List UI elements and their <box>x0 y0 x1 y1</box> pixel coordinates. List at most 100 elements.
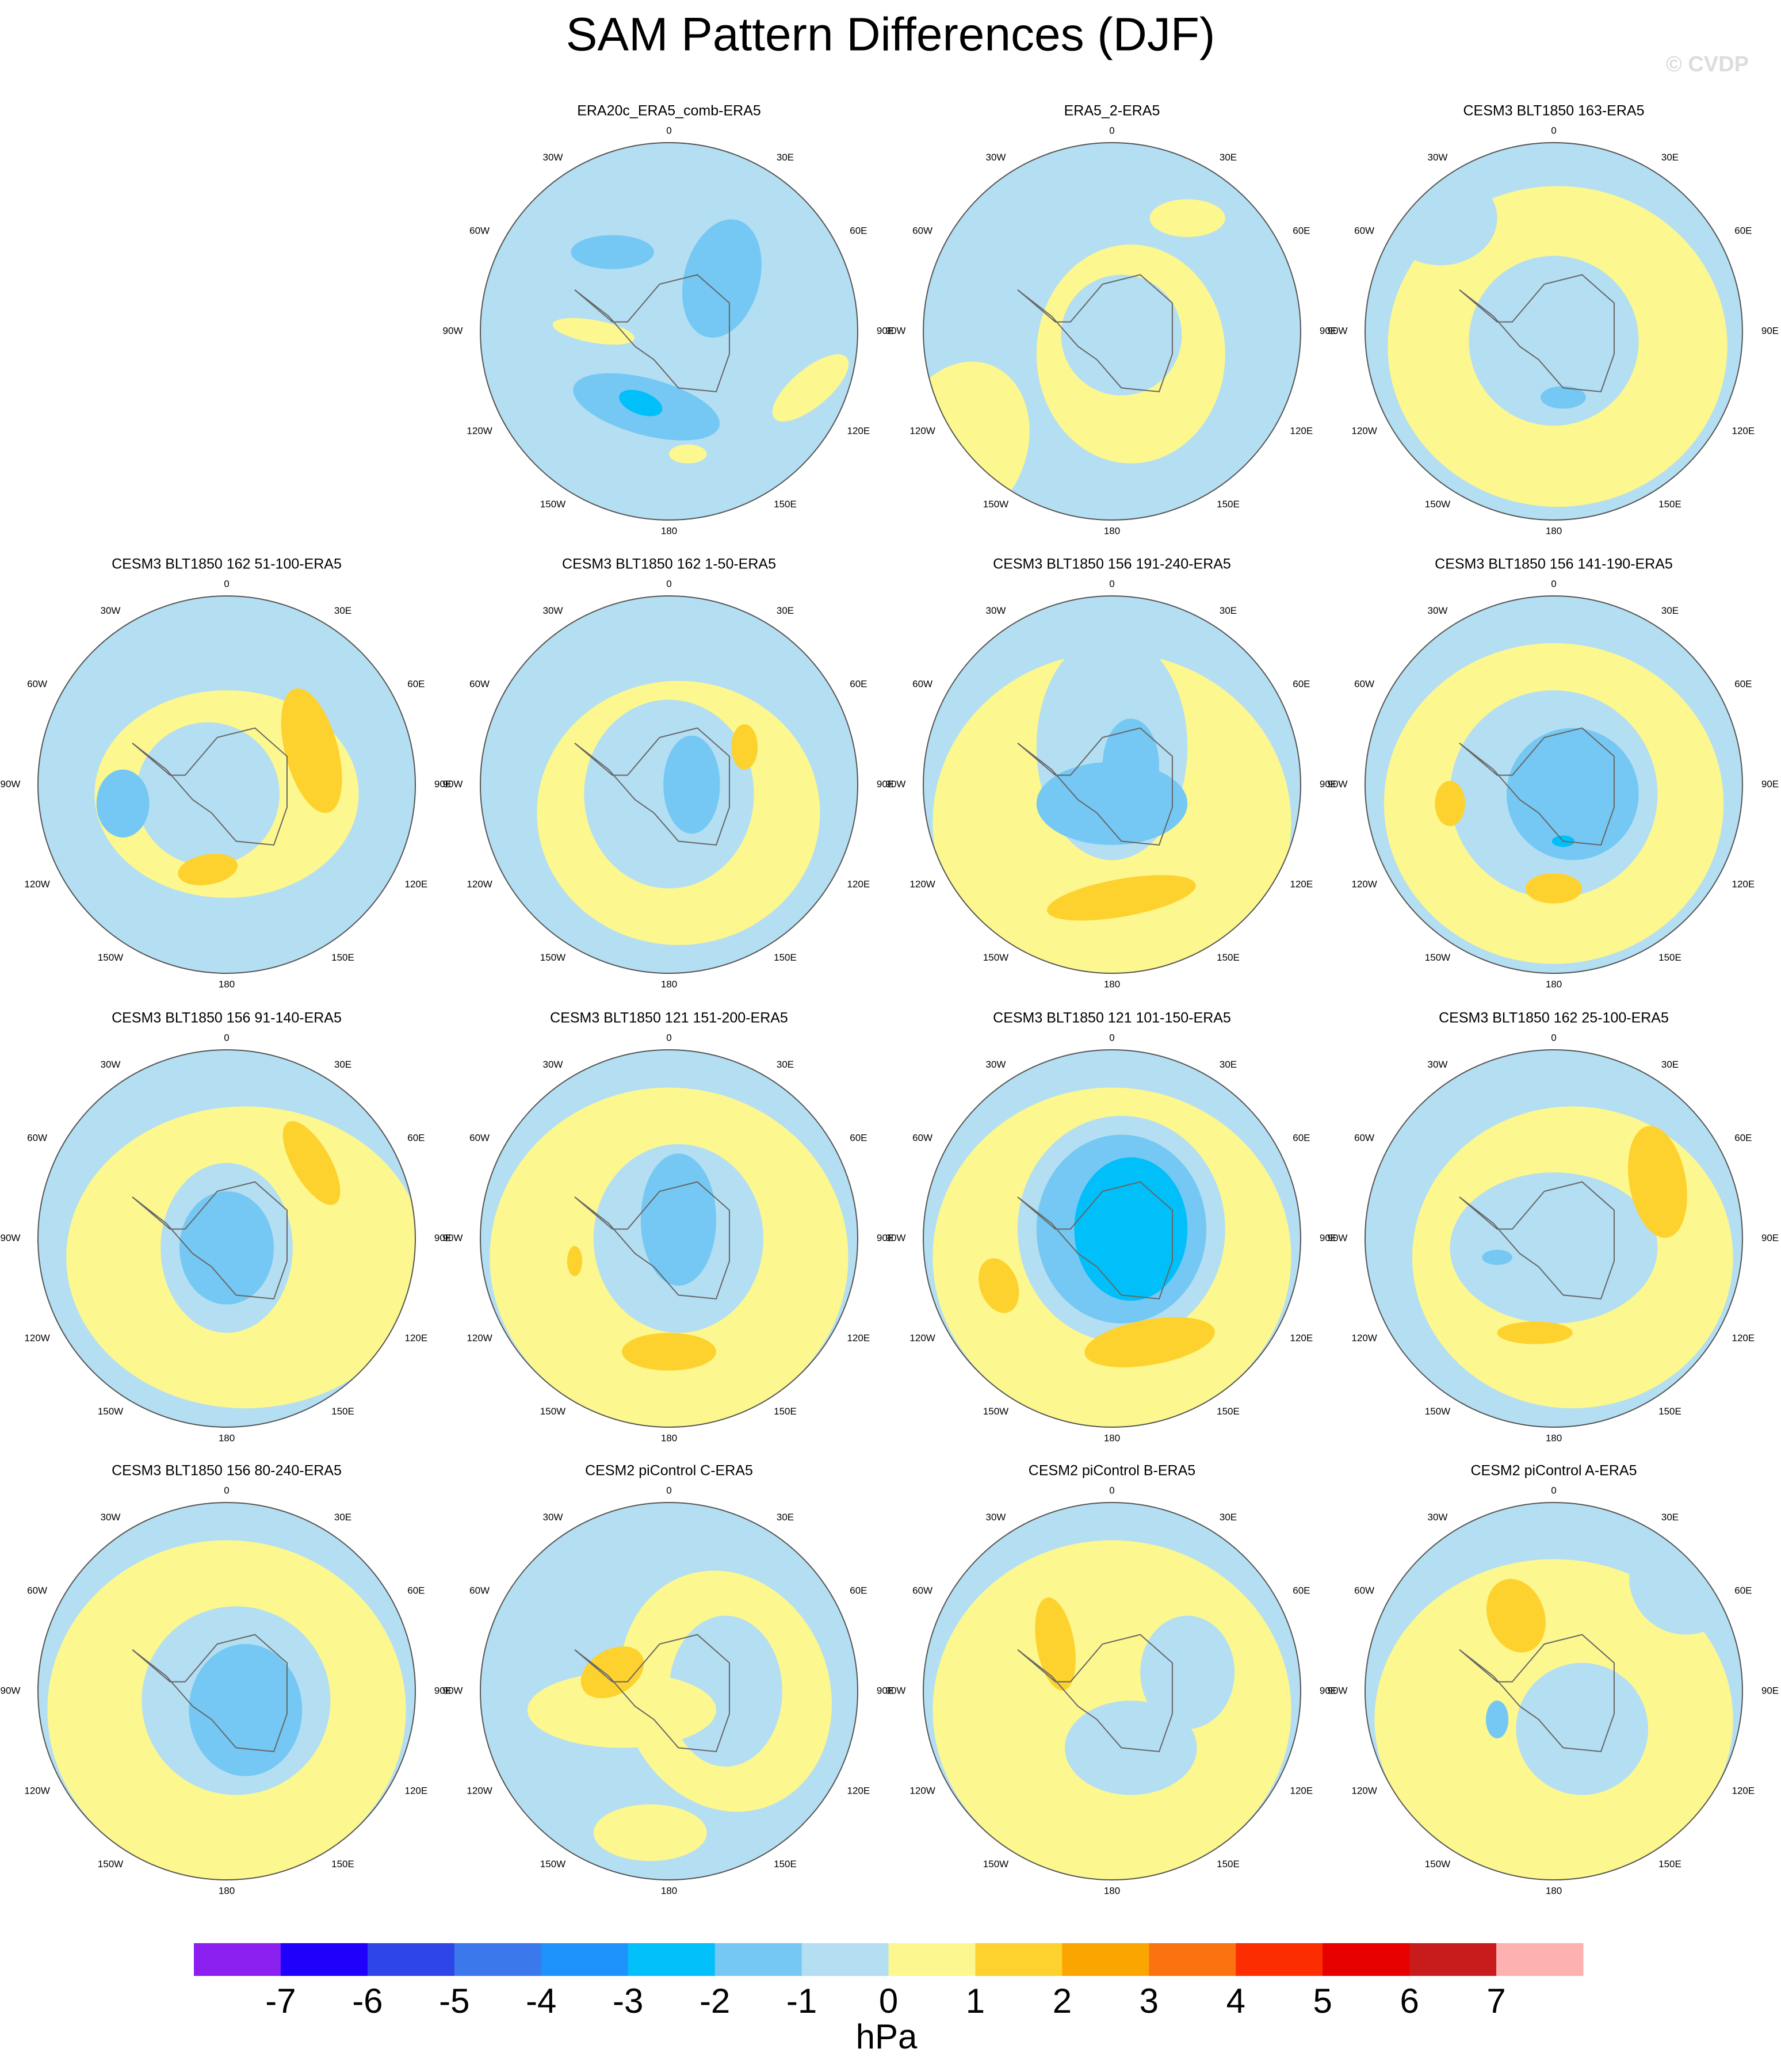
longitude-label: 0 <box>1109 1032 1114 1043</box>
longitude-label: 90E <box>434 1232 452 1243</box>
map-border <box>1365 1502 1743 1880</box>
coastline <box>574 727 730 846</box>
longitude-label: 150E <box>331 1859 354 1870</box>
colorbar-tick-label: -5 <box>439 1982 469 2020</box>
longitude-label: 180 <box>1546 1432 1562 1443</box>
colorbar-tick-label: 1 <box>966 1982 985 2020</box>
longitude-label: 60W <box>27 1132 47 1143</box>
longitude-label: 150E <box>1217 1406 1240 1417</box>
contour-fill <box>1525 873 1583 904</box>
panel-title: ERA20c_ERA5_comb-ERA5 <box>577 103 761 119</box>
colorbar-box <box>1323 1943 1410 1976</box>
longitude-label: 30E <box>1661 1512 1679 1523</box>
contour-fill <box>622 1333 716 1371</box>
longitude-label: 120E <box>1732 1785 1755 1796</box>
contour-fill <box>580 1646 644 1699</box>
longitude-label: 90W <box>1 1232 21 1243</box>
longitude-label: 90E <box>434 778 452 789</box>
longitude-label: 0 <box>224 1485 229 1496</box>
contour-fill <box>1383 171 1497 266</box>
panel-title: CESM3 BLT1850 156 91-140-ERA5 <box>112 1010 342 1026</box>
longitude-label: 60W <box>912 225 932 236</box>
longitude-label: 0 <box>224 578 229 589</box>
longitude-label: 120W <box>1351 425 1377 436</box>
longitude-label: 120E <box>405 878 428 889</box>
contour-fill <box>1047 875 1196 921</box>
longitude-label: 30E <box>334 1512 351 1523</box>
longitude-label: 0 <box>1551 125 1556 136</box>
panel-title: CESM3 BLT1850 156 141-190-ERA5 <box>1435 556 1673 572</box>
contour-fill <box>1497 1321 1573 1344</box>
longitude-label: 120W <box>467 1785 492 1796</box>
longitude-label: 30W <box>1428 1512 1448 1523</box>
map-panel: CESM3 BLT1850 156 141-190-ERA5 0 30E 60E 90E… <box>1328 556 1779 990</box>
longitude-label: 150W <box>1425 1406 1450 1417</box>
coastline <box>1459 727 1615 846</box>
contour-field <box>480 143 858 520</box>
map-panel: CESM2 piControl C-ERA5 0 30E 60E 90E 120E 150E… <box>443 1463 895 1897</box>
longitude-label: 90W <box>1 1685 21 1696</box>
longitude-label: 150E <box>1658 499 1681 510</box>
coastline <box>132 727 288 846</box>
longitude-label: 60E <box>407 678 425 689</box>
coastline <box>574 1634 730 1753</box>
longitude-label: 30E <box>1661 605 1679 616</box>
longitude-label: 120W <box>467 878 492 889</box>
longitude-label: 60W <box>469 225 490 236</box>
contour-field <box>923 596 1301 973</box>
longitude-label: 150W <box>1425 1859 1450 1870</box>
longitude-label: 150W <box>540 1406 565 1417</box>
coastline <box>1017 1634 1173 1753</box>
longitude-label: 60E <box>1734 1585 1752 1596</box>
longitude-label: 30E <box>1661 152 1679 163</box>
longitude-label: 30W <box>543 605 563 616</box>
longitude-label: 150W <box>540 952 565 963</box>
longitude-label: 120W <box>1351 1332 1377 1343</box>
longitude-label: 60W <box>1354 225 1374 236</box>
map-border <box>1365 142 1743 521</box>
panel-title: CESM2 piControl B-ERA5 <box>1029 1463 1195 1479</box>
longitude-label: 150E <box>1658 952 1681 963</box>
longitude-label: 60W <box>1354 1585 1374 1596</box>
contour-fill <box>979 1258 1019 1313</box>
longitude-label: 150E <box>774 1859 797 1870</box>
longitude-label: 150W <box>540 1859 565 1870</box>
contour-fill <box>1084 1317 1215 1367</box>
longitude-label: 90W <box>443 1232 463 1243</box>
contour-fill <box>1629 1521 1742 1635</box>
colorbar-tick-label: 6 <box>1400 1982 1419 2020</box>
map-border <box>480 1502 858 1880</box>
coastline <box>1017 727 1173 846</box>
longitude-label: 60E <box>1293 678 1310 689</box>
longitude-label: 120E <box>1290 1785 1313 1796</box>
contour-fill <box>571 235 654 269</box>
longitude-label: 180 <box>1546 525 1562 536</box>
panel-title: ERA5_2-ERA5 <box>1064 103 1160 119</box>
colorbar-tick-label: -3 <box>613 1982 643 2020</box>
contour-fill <box>1035 1597 1076 1691</box>
longitude-label: 150E <box>774 1406 797 1417</box>
contour-fill <box>96 769 150 838</box>
panel-title: CESM3 BLT1850 163-ERA5 <box>1463 103 1645 119</box>
colorbar-units: hPa <box>856 2017 918 2056</box>
longitude-label: 120W <box>467 425 492 436</box>
coastline <box>1459 274 1615 393</box>
coastline <box>1017 274 1173 393</box>
longitude-label: 60W <box>469 1585 490 1596</box>
longitude-label: 90E <box>1320 1685 1337 1696</box>
longitude-label: 30E <box>1220 1059 1237 1070</box>
longitude-label: 60E <box>1293 1585 1310 1596</box>
map-border <box>923 142 1301 521</box>
panel-title: CESM2 piControl C-ERA5 <box>585 1463 753 1479</box>
colorbar-box <box>1409 1943 1497 1976</box>
contour-field <box>1365 596 1742 973</box>
contour-fill <box>567 1246 583 1276</box>
colorbar-box <box>194 1943 281 1976</box>
longitude-label: 90W <box>443 778 463 789</box>
longitude-label: 0 <box>666 1485 671 1496</box>
longitude-label: 30E <box>1220 605 1237 616</box>
watermark: © CVDP <box>1666 52 1749 77</box>
contour-fill <box>1516 1662 1648 1795</box>
longitude-label: 60E <box>850 1585 867 1596</box>
contour-fill <box>593 1804 707 1861</box>
